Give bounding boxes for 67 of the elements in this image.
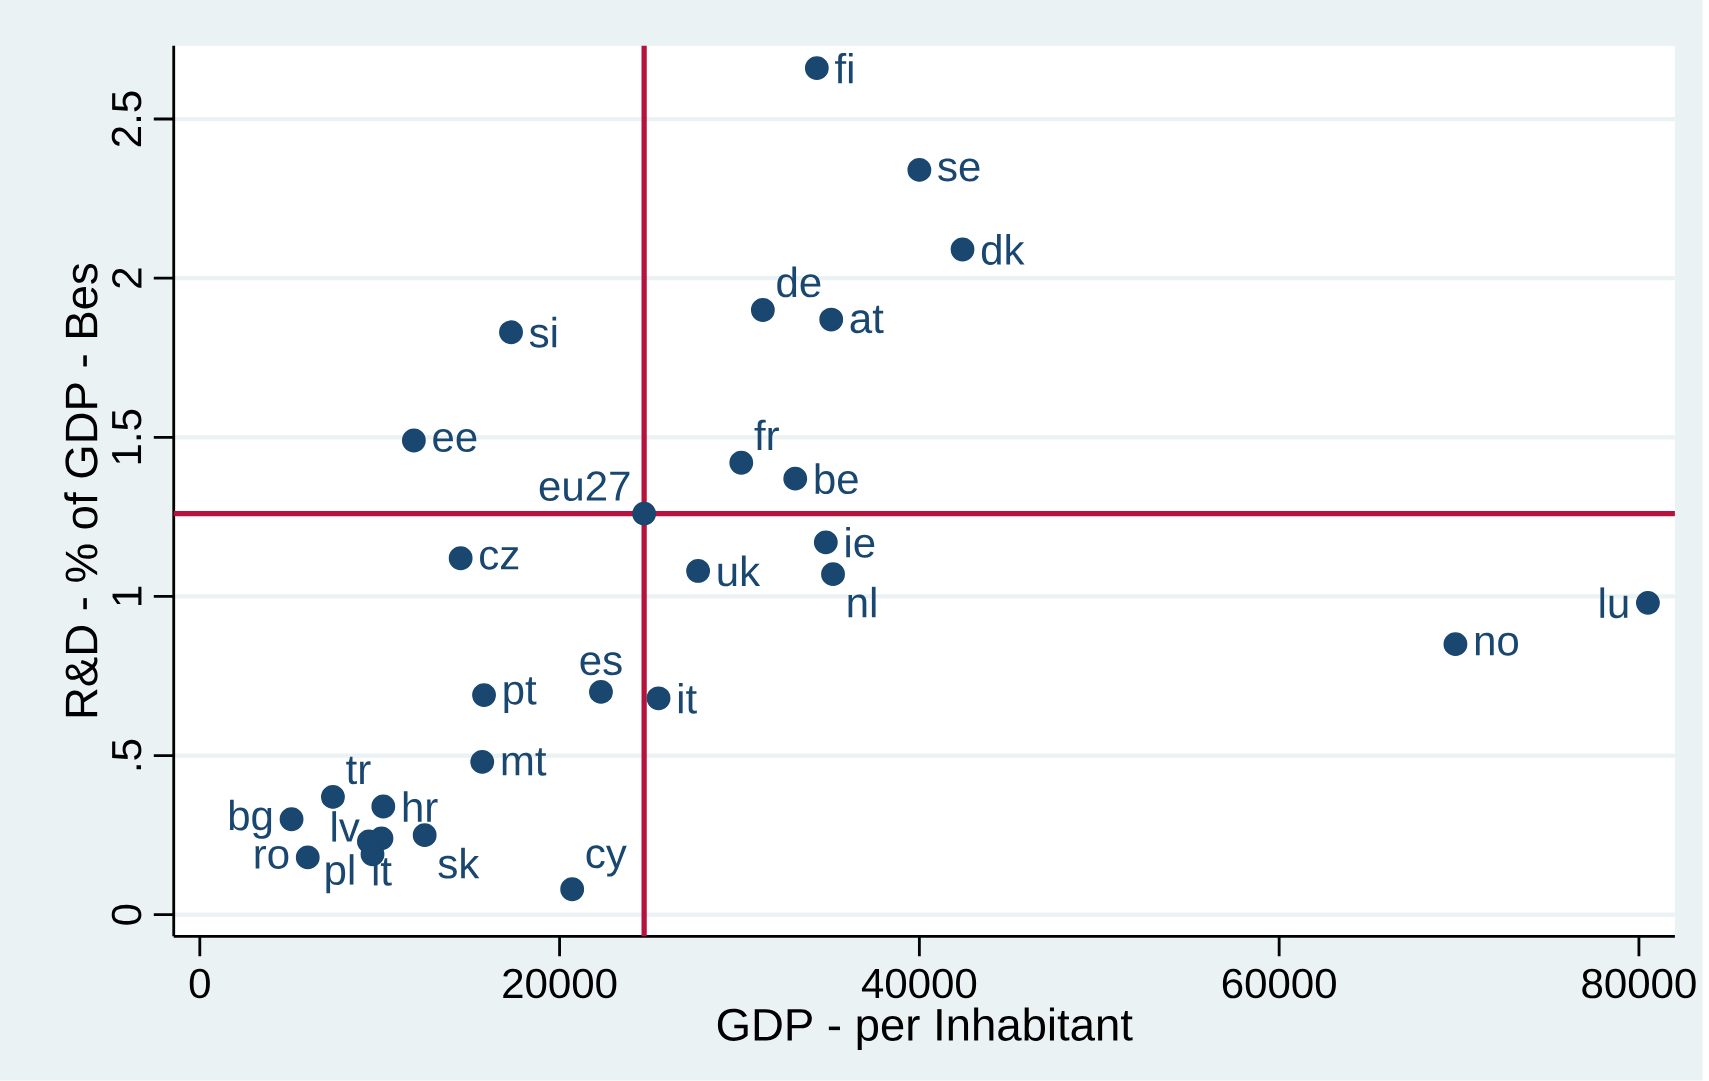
point <box>448 546 473 571</box>
x-tick-label: 20000 <box>503 968 617 999</box>
annotation: sk <box>438 847 480 879</box>
point <box>371 794 396 819</box>
point <box>819 307 844 332</box>
annotation: at <box>850 305 884 334</box>
annotation: lv <box>332 811 360 842</box>
annotation: nl <box>848 586 876 618</box>
annotation: uk <box>718 555 761 587</box>
annotation: es <box>580 652 622 676</box>
annotation: pt <box>504 677 537 714</box>
annotation: se <box>938 158 980 182</box>
point <box>1443 632 1468 657</box>
annotation: si <box>529 316 557 348</box>
y-tick-label: 2.5 <box>111 91 142 147</box>
y-tick-label: 1 <box>112 586 142 606</box>
point <box>686 559 711 583</box>
annotation: dk <box>981 234 1025 266</box>
point <box>750 298 775 322</box>
y-tick-label: .5 <box>112 739 142 770</box>
point <box>472 683 496 708</box>
annotation: fr <box>754 419 779 451</box>
x-tick-label: 0 <box>189 968 210 999</box>
annotation: de <box>777 266 821 298</box>
y-axis-title: R&D - % of GDP - Bes <box>64 264 98 717</box>
annotation: eu27 <box>539 471 630 502</box>
point <box>950 237 975 262</box>
annotation: pl <box>326 854 354 894</box>
annotation: lu <box>1600 587 1628 619</box>
y-tick-label: 1.5 <box>112 409 142 464</box>
annotation: ee <box>433 429 477 453</box>
point <box>295 845 320 870</box>
point <box>1636 591 1660 615</box>
point <box>783 466 808 491</box>
point <box>729 450 754 475</box>
annotation: cz <box>480 546 519 570</box>
annotation: it <box>678 683 697 714</box>
y-tick-label: 2 <box>112 268 142 288</box>
annotation: mt <box>502 748 547 776</box>
point <box>813 530 838 555</box>
annotation: bg <box>229 799 272 839</box>
point <box>401 428 426 453</box>
annotation: tr <box>346 756 371 785</box>
annotation: ie <box>846 527 875 558</box>
point <box>821 562 845 587</box>
annotation: cy <box>586 845 627 877</box>
point <box>499 320 523 345</box>
point <box>646 686 671 711</box>
point <box>321 785 345 809</box>
x-tick-label: 40000 <box>861 968 977 999</box>
annotation: hr <box>403 791 438 822</box>
x-axis-title: GDP - per Inhabitant <box>717 1007 1133 1051</box>
point <box>907 158 932 182</box>
x-tick-label: 80000 <box>1582 968 1696 999</box>
annotation: fi <box>835 53 853 84</box>
point <box>560 877 585 902</box>
annotation: be <box>815 463 858 495</box>
x-tick-label: 60000 <box>1222 968 1336 999</box>
point <box>470 750 495 774</box>
point <box>412 823 437 848</box>
point <box>279 807 304 832</box>
point <box>804 56 829 81</box>
y-tick-label: 0 <box>111 904 142 925</box>
point <box>632 501 657 526</box>
annotation: ro <box>255 846 289 870</box>
point <box>589 680 613 704</box>
annotation: no <box>1475 632 1518 656</box>
